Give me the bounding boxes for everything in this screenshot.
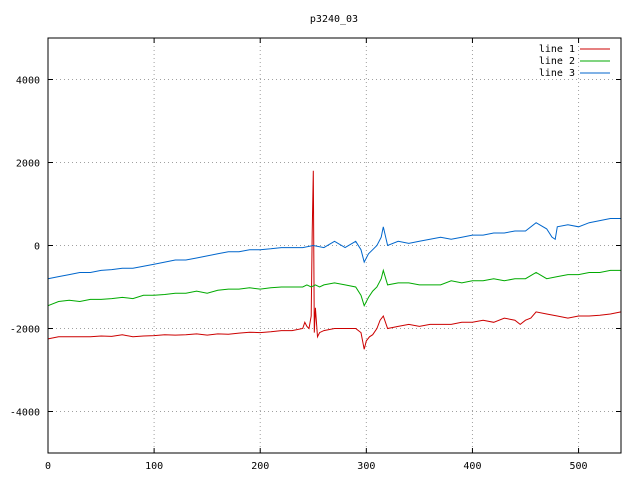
series-line-1 [47, 170, 622, 350]
y-tick-label: 2000 [16, 159, 40, 170]
x-tick-label: 300 [357, 461, 375, 472]
legend-label: line 2 [539, 56, 575, 67]
x-tick-label: 0 [45, 461, 51, 472]
y-tick-label: -2000 [10, 325, 40, 336]
plot-frame [47, 37, 622, 454]
series-layer [47, 170, 622, 350]
x-tick-label: 400 [463, 461, 481, 472]
ticks: 0 100 200 300 400 500 -4000 -2000 0 2000 4000 [10, 38, 621, 472]
y-tick-label: -4000 [10, 408, 40, 419]
chart-title: p3240_03 [310, 14, 358, 25]
grid [48, 38, 621, 453]
y-tick-label: 4000 [16, 76, 40, 87]
series-line-2 [47, 268, 621, 308]
x-tick-label: 500 [570, 461, 588, 472]
legend-label: line 3 [539, 68, 575, 79]
legend-label: line 1 [539, 44, 575, 55]
y-tick-label: 0 [34, 242, 40, 253]
x-tick-label: 200 [251, 461, 269, 472]
x-tick-label: 100 [145, 461, 163, 472]
series-line-3 [47, 218, 621, 280]
